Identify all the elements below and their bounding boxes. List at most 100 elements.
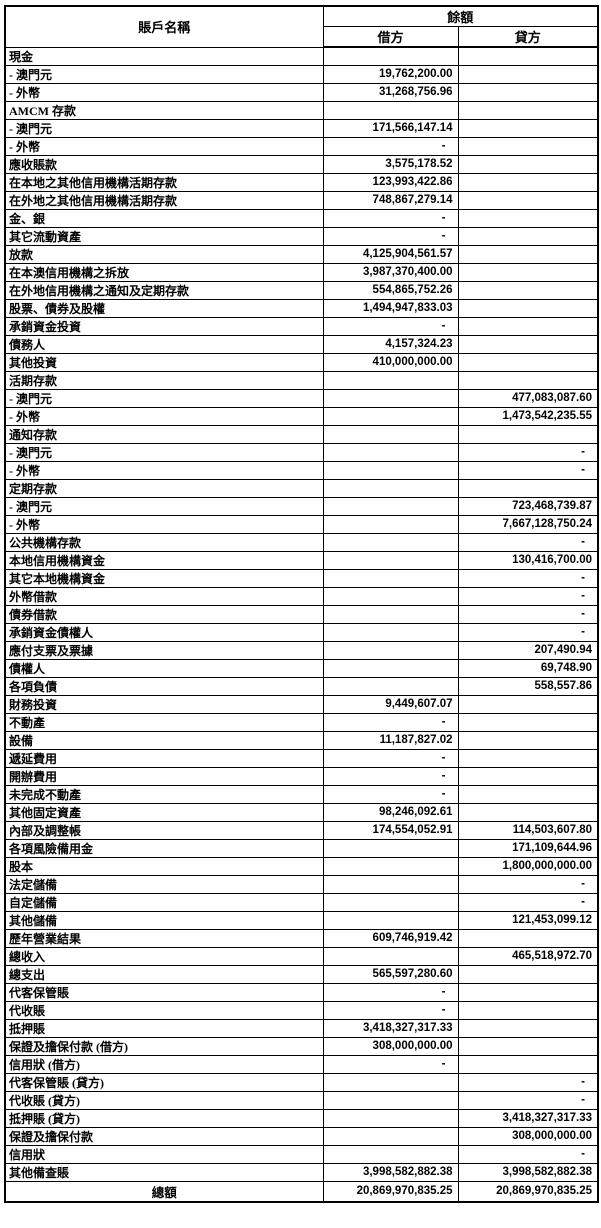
account-name-cell: 各項負債 — [4, 676, 324, 696]
credit-cell — [457, 334, 599, 354]
account-name-cell: 其他固定資產 — [4, 802, 324, 822]
debit-cell — [322, 604, 459, 624]
account-name-cell: 債券借款 — [4, 604, 324, 624]
credit-cell — [457, 82, 599, 102]
credit-cell — [457, 172, 599, 192]
account-name-cell: 保證及擔保付款 — [4, 1126, 324, 1146]
table-row: 在本地之其他信用機構活期存款 123,993,422.86 — [4, 172, 599, 192]
table-row: - 外幣 7,667,128,750.24 — [4, 514, 599, 534]
table-row: - 外幣 - — [4, 136, 599, 156]
table-row: 活期存款 — [4, 370, 599, 390]
credit-cell: - — [457, 1072, 599, 1092]
account-name-cell: 在外地之其他信用機構活期存款 — [4, 190, 324, 210]
table-row: 保證及擔保付款 308,000,000.00 — [4, 1126, 599, 1146]
table-row: 其它本地機構資金 - — [4, 568, 599, 588]
table-row: - 外幣 - — [4, 460, 599, 480]
credit-cell: - — [457, 892, 599, 912]
debit-cell: 565,597,280.60 — [322, 964, 459, 984]
table-row: 定期存款 — [4, 478, 599, 498]
account-name-cell: - 澳門元 — [4, 388, 324, 408]
debit-cell — [322, 568, 459, 588]
credit-cell — [457, 154, 599, 174]
debit-cell: 308,000,000.00 — [322, 1036, 459, 1056]
table-footer: 總額 20,869,970,835.25 20,869,970,835.25 — [4, 1180, 599, 1202]
debit-cell — [322, 1072, 459, 1092]
table-row: 保證及擔保付款 (借方) 308,000,000.00 — [4, 1036, 599, 1056]
credit-cell — [457, 190, 599, 210]
account-name-cell: 代收賬 (貸方) — [4, 1090, 324, 1110]
debit-cell: 1,494,947,833.03 — [322, 298, 459, 318]
credit-cell — [457, 1054, 599, 1074]
credit-cell: 558,557.86 — [457, 676, 599, 696]
account-name-cell: 總收入 — [4, 946, 324, 966]
credit-cell: 130,416,700.00 — [457, 550, 599, 570]
debit-cell: - — [322, 766, 459, 786]
debit-cell: 4,157,324.23 — [322, 334, 459, 354]
account-name-cell: 定期存款 — [4, 478, 324, 498]
account-name-cell: 其他儲備 — [4, 910, 324, 930]
debit-cell: - — [322, 226, 459, 246]
credit-cell: 114,503,607.80 — [457, 820, 599, 840]
account-name-cell: 應付支票及票據 — [4, 640, 324, 660]
table-row: 設備 11,187,827.02 — [4, 730, 599, 750]
header-debit: 借方 — [322, 26, 459, 48]
table-row: 應付支票及票據 207,490.94 — [4, 640, 599, 660]
account-name-cell: 承銷資金投資 — [4, 316, 324, 336]
credit-cell: 3,418,327,317.33 — [457, 1108, 599, 1128]
debit-cell — [322, 46, 459, 66]
credit-cell: 7,667,128,750.24 — [457, 514, 599, 534]
table-row: 代客保管賬 (貸方) - — [4, 1072, 599, 1092]
total-credit-cell: 20,869,970,835.25 — [457, 1180, 599, 1202]
credit-cell — [457, 370, 599, 390]
table-row: 不動產 - — [4, 712, 599, 732]
account-name-cell: 不動產 — [4, 712, 324, 732]
account-name-cell: 放款 — [4, 244, 324, 264]
table-row: 法定儲備 - — [4, 874, 599, 894]
account-name-cell: 法定儲備 — [4, 874, 324, 894]
table-row: 債務人 4,157,324.23 — [4, 334, 599, 354]
credit-cell: - — [457, 586, 599, 606]
table-row: 其它流動資產 - — [4, 226, 599, 246]
table-row: - 澳門元 - — [4, 442, 599, 462]
table-row: 在外地信用機構之通知及定期存款 554,865,752.26 — [4, 280, 599, 300]
debit-cell: 609,746,919.42 — [322, 928, 459, 948]
table-row: 在外地之其他信用機構活期存款 748,867,279.14 — [4, 190, 599, 210]
credit-cell: 308,000,000.00 — [457, 1126, 599, 1146]
credit-cell — [457, 784, 599, 804]
account-name-cell: 開辦費用 — [4, 766, 324, 786]
debit-cell — [322, 100, 459, 120]
table-row: 股本 1,800,000,000.00 — [4, 856, 599, 876]
table-body: 現金 - 澳門元 19,762,200.00- 外幣 31,268,756.96 AMC… — [4, 46, 599, 1182]
table-row: 代收賬 (貸方) - — [4, 1090, 599, 1110]
credit-cell: 477,083,087.60 — [457, 388, 599, 408]
account-name-cell: 在本澳信用機構之拆放 — [4, 262, 324, 282]
debit-cell — [322, 514, 459, 534]
account-name-cell: 總支出 — [4, 964, 324, 984]
account-name-cell: 股本 — [4, 856, 324, 876]
debit-cell — [322, 1090, 459, 1110]
debit-cell — [322, 388, 459, 408]
account-name-cell: 在本地之其他信用機構活期存款 — [4, 172, 324, 192]
debit-cell: 98,246,092.61 — [322, 802, 459, 822]
debit-cell — [322, 946, 459, 966]
table-row: 其他固定資產 98,246,092.61 — [4, 802, 599, 822]
debit-cell — [322, 550, 459, 570]
debit-cell: 9,449,607.07 — [322, 694, 459, 714]
table-row: 公共機構存款 - — [4, 532, 599, 552]
credit-cell — [457, 100, 599, 120]
debit-cell — [322, 856, 459, 876]
account-name-cell: 信用狀 — [4, 1144, 324, 1164]
debit-cell — [322, 442, 459, 462]
account-name-cell: 抵押賬 — [4, 1018, 324, 1038]
account-name-cell: AMCM 存款 — [4, 100, 324, 120]
debit-cell: 748,867,279.14 — [322, 190, 459, 210]
table-row: 信用狀 - — [4, 1144, 599, 1164]
credit-cell — [457, 316, 599, 336]
debit-cell — [322, 406, 459, 426]
table-row: - 澳門元 477,083,087.60 — [4, 388, 599, 408]
account-name-cell: 歷年營業結果 — [4, 928, 324, 948]
header-row-2: 借方 貸方 — [5, 26, 599, 48]
account-name-cell: 應收賬款 — [4, 154, 324, 174]
debit-cell: - — [322, 316, 459, 336]
account-name-cell: 代客保管賬 (貸方) — [4, 1072, 324, 1092]
